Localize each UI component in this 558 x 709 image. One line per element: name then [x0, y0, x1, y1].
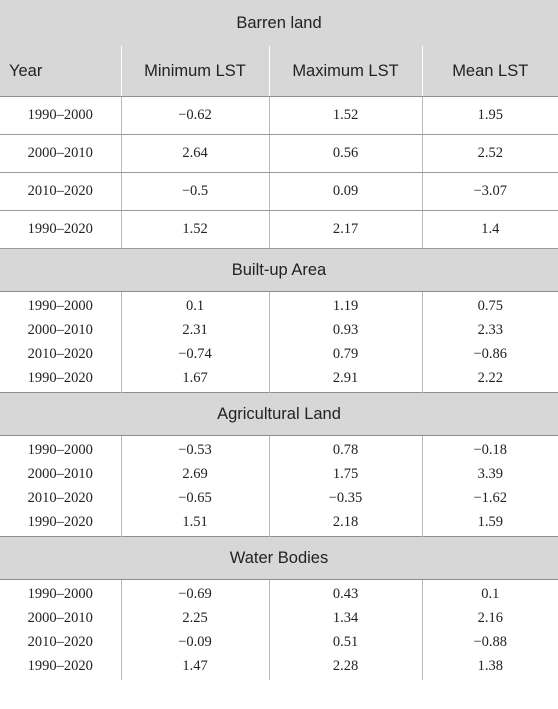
cell-mean-lst: −3.07	[421, 172, 558, 211]
cell-mean-lst: −1.62	[421, 486, 558, 510]
cell-year: 1990–2020	[27, 369, 93, 386]
cell-minimum-lst: −0.65	[120, 486, 269, 510]
cell-year: 1990–2000	[27, 441, 93, 458]
table-row: 1990–2020 1.51 2.18 1.59	[0, 510, 558, 537]
column-header-minimum-lst: Minimum LST	[120, 46, 269, 97]
cell-mean-lst: 2.16	[421, 606, 558, 630]
cell-mean-lst: 0.75	[421, 291, 558, 318]
cell-minimum-lst: 2.31	[120, 318, 269, 342]
cell-mean-lst: 2.22	[421, 366, 558, 393]
column-header-year: Year	[0, 46, 121, 97]
cell-year: 1990–2000	[0, 96, 121, 135]
column-header-maximum-lst: Maximum LST	[268, 46, 422, 97]
cell-maximum-lst: −0.35	[268, 486, 422, 510]
cell-maximum-lst: 1.52	[268, 96, 422, 135]
cell-mean-lst: −0.88	[421, 630, 558, 654]
lst-change-table: Barren land Year Minimum LST Maximum LST…	[0, 0, 558, 680]
cell-maximum-lst: 2.18	[268, 510, 422, 537]
cell-year: 2010–2020	[27, 345, 93, 362]
cell-mean-lst: −0.18	[421, 435, 558, 462]
cell-minimum-lst: −0.62	[120, 96, 269, 135]
cell-mean-lst: 1.4	[421, 210, 558, 249]
column-header-mean-lst: Mean LST	[421, 46, 558, 97]
section-title: Agricultural Land	[0, 392, 558, 436]
cell-mean-lst: 2.52	[421, 134, 558, 173]
section-title: Built-up Area	[0, 248, 558, 292]
cell-minimum-lst: −0.09	[120, 630, 269, 654]
table-row: 1990–2020 1.52 2.17 1.4	[0, 210, 558, 249]
cell-minimum-lst: 1.47	[120, 654, 269, 680]
table-row: 1990–2000 −0.53 0.78 −0.18	[0, 435, 558, 462]
cell-year: 1990–2020	[27, 513, 93, 530]
cell-mean-lst: 3.39	[421, 462, 558, 486]
table-row: 1990–2000 −0.62 1.52 1.95	[0, 96, 558, 135]
cell-mean-lst: 0.1	[421, 579, 558, 606]
cell-year: 1990–2000	[27, 297, 93, 314]
cell-minimum-lst: −0.5	[120, 172, 269, 211]
cell-maximum-lst: 2.91	[268, 366, 422, 393]
cell-minimum-lst: 2.69	[120, 462, 269, 486]
table-row: 2000–2010 2.25 1.34 2.16	[0, 606, 558, 630]
table-row: 2010–2020 −0.09 0.51 −0.88	[0, 630, 558, 654]
cell-mean-lst: 1.95	[421, 96, 558, 135]
section-header-agricultural-land: Agricultural Land	[0, 392, 558, 436]
cell-maximum-lst: 0.43	[268, 579, 422, 606]
cell-maximum-lst: 2.17	[268, 210, 422, 249]
cell-year: 2000–2010	[27, 465, 93, 482]
table-row: 2010–2020 −0.65 −0.35 −1.62	[0, 486, 558, 510]
section-header-water-bodies: Water Bodies	[0, 536, 558, 580]
table-row: 1990–2020 1.67 2.91 2.22	[0, 366, 558, 393]
cell-year: 2010–2020	[27, 633, 93, 650]
cell-maximum-lst: 0.79	[268, 342, 422, 366]
table-row: 1990–2020 1.47 2.28 1.38	[0, 654, 558, 680]
cell-minimum-lst: 2.64	[120, 134, 269, 173]
section-header-barren-land: Barren land	[0, 0, 558, 46]
cell-maximum-lst: 0.56	[268, 134, 422, 173]
cell-maximum-lst: 2.28	[268, 654, 422, 680]
table-row: 1990–2000 −0.69 0.43 0.1	[0, 579, 558, 606]
table-row: 2000–2010 2.64 0.56 2.52	[0, 134, 558, 173]
cell-minimum-lst: 1.52	[120, 210, 269, 249]
table-row: 2010–2020 −0.74 0.79 −0.86	[0, 342, 558, 366]
cell-maximum-lst: 0.93	[268, 318, 422, 342]
cell-maximum-lst: 1.34	[268, 606, 422, 630]
table-row: 2000–2010 2.69 1.75 3.39	[0, 462, 558, 486]
table-row: 2010–2020 −0.5 0.09 −3.07	[0, 172, 558, 211]
cell-year: 2010–2020	[0, 172, 121, 211]
table-row: 1990–2000 0.1 1.19 0.75	[0, 291, 558, 318]
cell-minimum-lst: −0.69	[120, 579, 269, 606]
cell-minimum-lst: 2.25	[120, 606, 269, 630]
column-header-row: Year Minimum LST Maximum LST Mean LST	[0, 46, 558, 97]
cell-year: 2000–2010	[27, 321, 93, 338]
cell-maximum-lst: 0.51	[268, 630, 422, 654]
cell-year: 2000–2010	[0, 134, 121, 173]
cell-year: 1990–2020	[27, 657, 93, 674]
cell-minimum-lst: 1.67	[120, 366, 269, 393]
cell-year: 2000–2010	[27, 609, 93, 626]
cell-mean-lst: −0.86	[421, 342, 558, 366]
section-header-built-up-area: Built-up Area	[0, 248, 558, 292]
cell-year: 1990–2020	[0, 210, 121, 249]
cell-minimum-lst: 0.1	[120, 291, 269, 318]
cell-maximum-lst: 1.75	[268, 462, 422, 486]
cell-maximum-lst: 0.09	[268, 172, 422, 211]
section-title: Water Bodies	[0, 536, 558, 580]
cell-maximum-lst: 0.78	[268, 435, 422, 462]
table-row: 2000–2010 2.31 0.93 2.33	[0, 318, 558, 342]
cell-mean-lst: 1.38	[421, 654, 558, 680]
cell-mean-lst: 2.33	[421, 318, 558, 342]
cell-mean-lst: 1.59	[421, 510, 558, 537]
cell-minimum-lst: −0.74	[120, 342, 269, 366]
cell-year: 1990–2000	[27, 585, 93, 602]
cell-minimum-lst: −0.53	[120, 435, 269, 462]
section-title: Barren land	[0, 0, 558, 46]
cell-year: 2010–2020	[27, 489, 93, 506]
cell-minimum-lst: 1.51	[120, 510, 269, 537]
cell-maximum-lst: 1.19	[268, 291, 422, 318]
